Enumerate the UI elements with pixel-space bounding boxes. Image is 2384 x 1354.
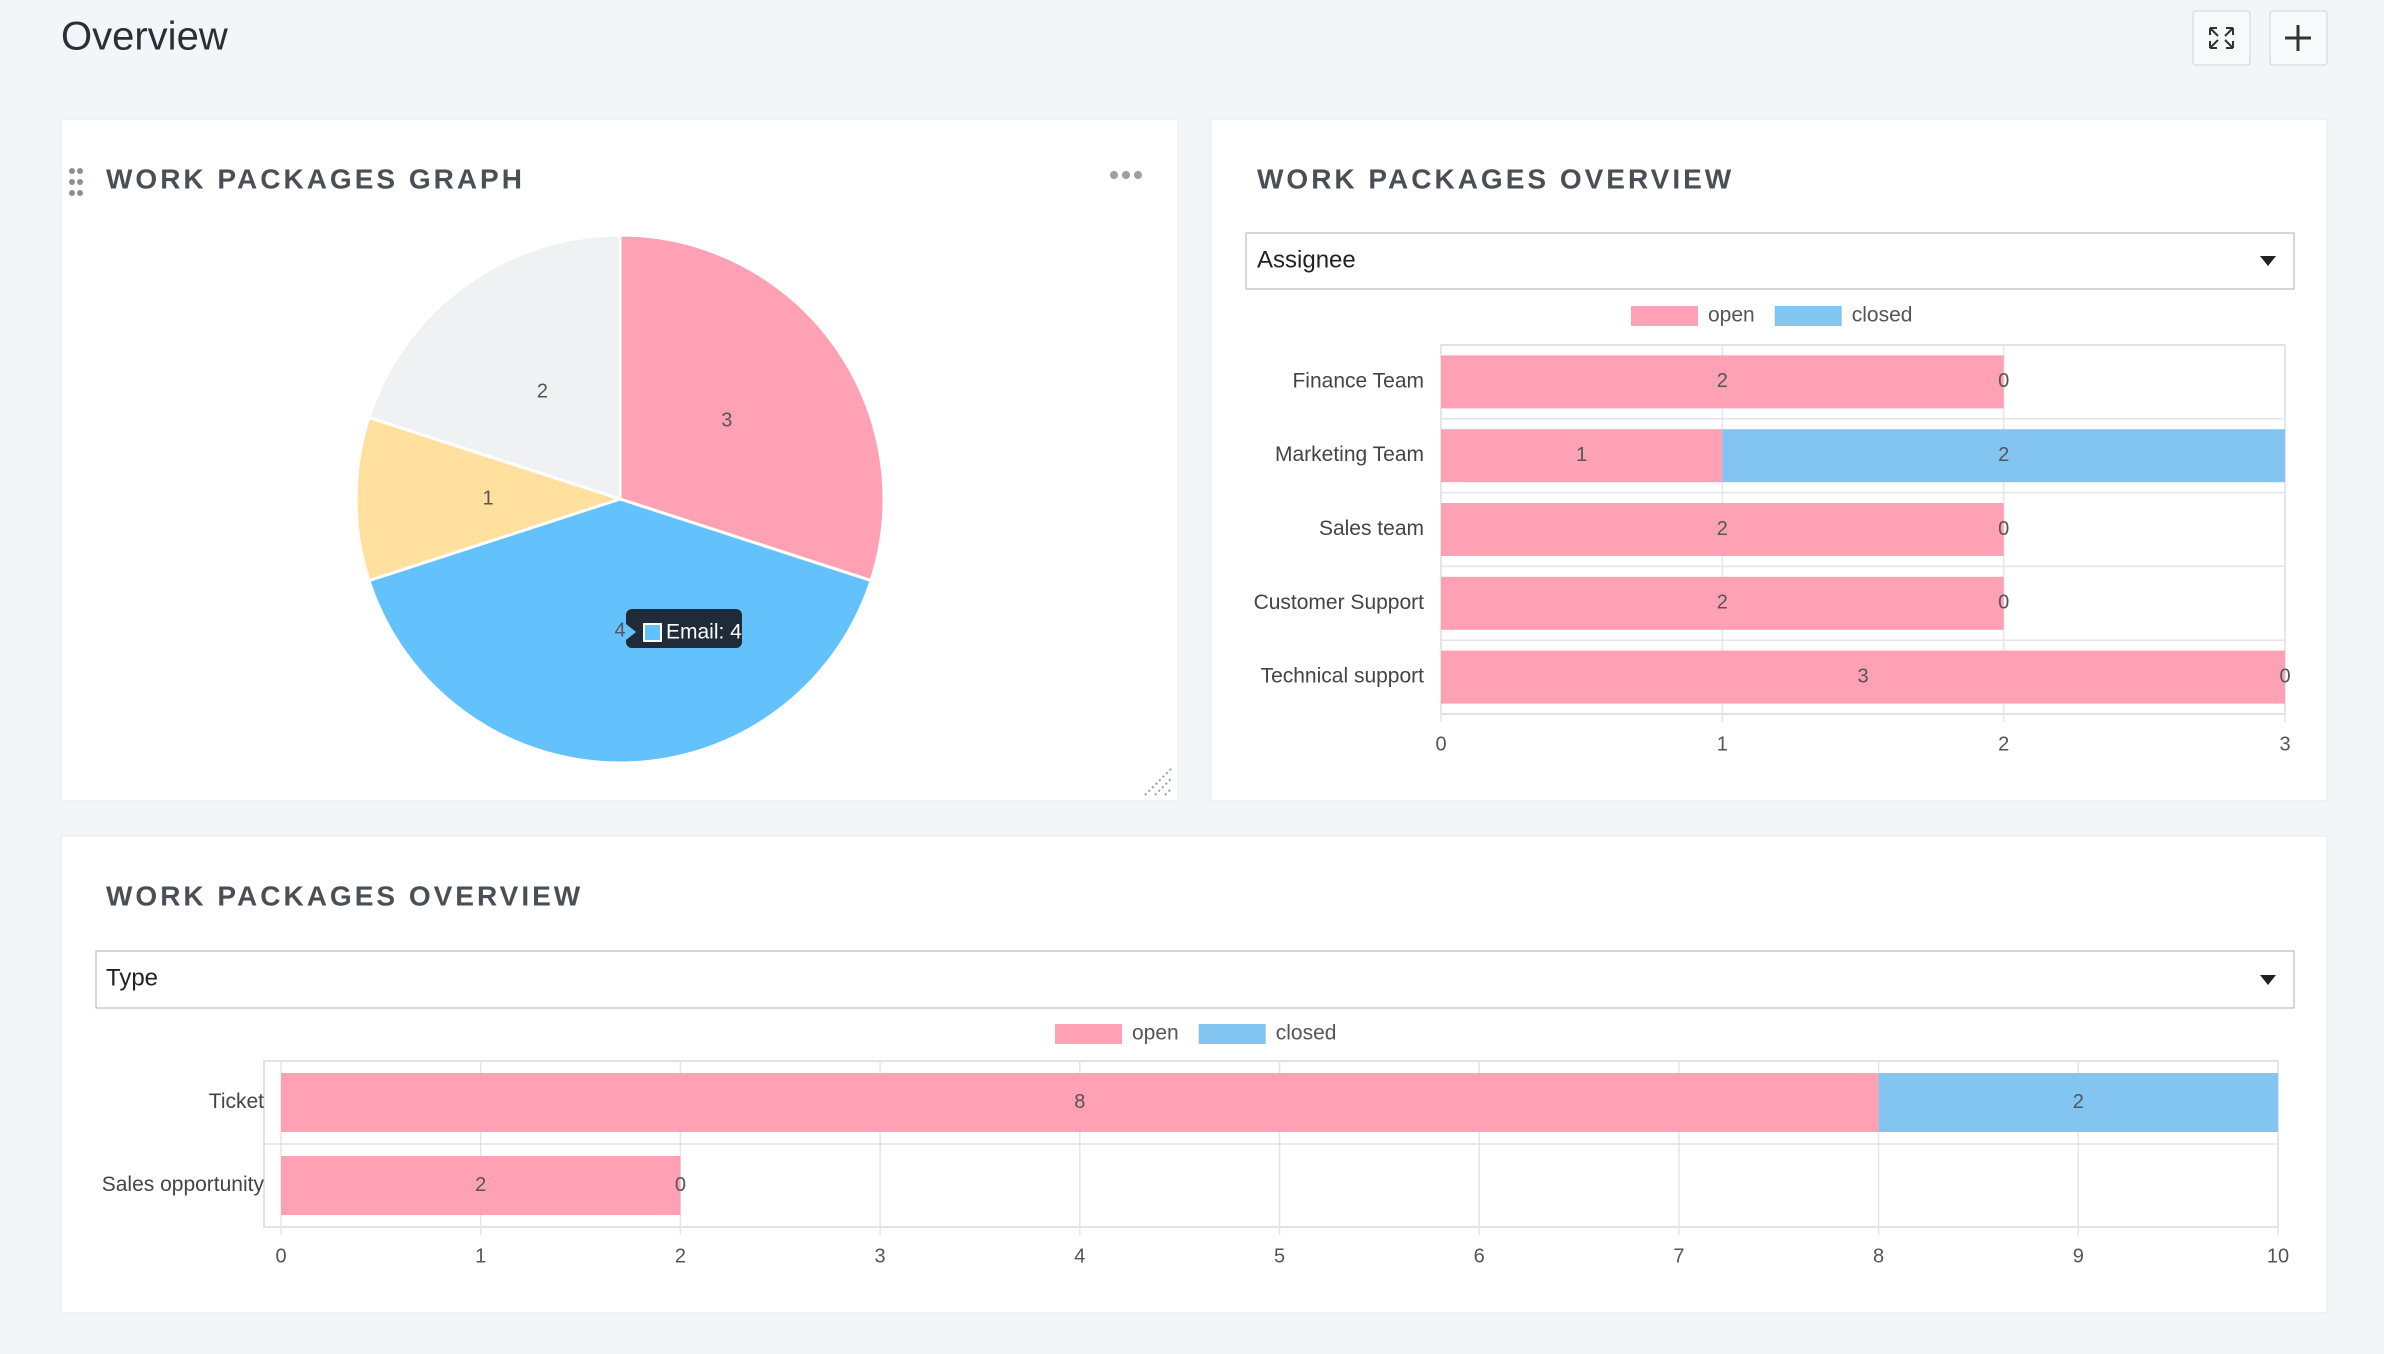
x-tick-label: 4	[1074, 1245, 1085, 1267]
pie-slice	[367, 497, 873, 765]
bar-segment	[1441, 650, 2285, 704]
legend-swatch	[1198, 1024, 1266, 1044]
resize-handle[interactable]	[1144, 767, 1173, 796]
select-value: Type	[106, 964, 158, 991]
widget-menu[interactable]	[1110, 171, 1142, 179]
bar-segment	[1441, 576, 2004, 630]
bar-value-label: 3	[1857, 665, 1868, 687]
pie-slice	[354, 415, 625, 583]
pie-slice	[618, 233, 886, 583]
x-tick-label: 3	[875, 1245, 886, 1267]
pie-slice	[367, 233, 622, 502]
bar-value-label: 2	[1717, 518, 1728, 540]
bar-value-label: 2	[2073, 1091, 2084, 1113]
x-tick-label: 1	[475, 1245, 486, 1267]
bar-segment	[1441, 355, 2004, 409]
slice-label: 3	[721, 410, 732, 432]
x-tick-label: 5	[1274, 1245, 1285, 1267]
tooltip-text: Email: 4	[666, 621, 742, 644]
group-by-select[interactable]: Type	[95, 950, 2295, 1009]
slice-label: 2	[537, 380, 548, 402]
category-label: Sales team	[1319, 517, 1424, 540]
category-label: Finance Team	[1292, 369, 1424, 392]
bar-segment	[1441, 503, 2004, 556]
x-tick-label: 2	[675, 1245, 686, 1267]
bar-value-label: 0	[1998, 592, 2009, 614]
x-tick-label: 2	[1998, 733, 2009, 755]
category-label: Customer Support	[1254, 591, 1425, 614]
bar-segment	[1722, 429, 2285, 483]
bar-value-label: 0	[1998, 370, 2009, 392]
bar-value-label: 2	[1717, 592, 1728, 614]
category-label: Ticket	[209, 1090, 264, 1113]
tooltip-swatch	[643, 623, 662, 642]
group-by-select[interactable]: Assignee	[1245, 232, 2295, 290]
x-tick-label: 1	[1717, 733, 1728, 755]
x-tick-label: 7	[1673, 1245, 1684, 1267]
x-tick-label: 0	[275, 1245, 286, 1267]
drag-handle[interactable]	[69, 168, 83, 196]
slice-label: 4	[614, 619, 625, 641]
legend-label: open	[1132, 1022, 1179, 1045]
bar-segment	[281, 1073, 1879, 1132]
category-label: Sales opportunity	[102, 1173, 265, 1196]
widget-title: WORK PACKAGES GRAPH	[106, 163, 525, 194]
legend-swatch	[1631, 306, 1698, 326]
legend-label: closed	[1852, 304, 1913, 327]
add-button[interactable]	[2269, 10, 2328, 66]
legend-swatch	[1055, 1024, 1122, 1044]
legend-label: open	[1708, 304, 1755, 327]
slice-label: 1	[482, 487, 493, 509]
legend-swatch	[1774, 306, 1842, 326]
widget-title: WORK PACKAGES OVERVIEW	[1257, 163, 1734, 194]
bar-value-label: 2	[1717, 370, 1728, 392]
bar-segment	[281, 1156, 681, 1215]
bar-segment	[1878, 1073, 2278, 1132]
category-label: Technical support	[1261, 665, 1425, 688]
category-label: Marketing Team	[1275, 443, 1424, 466]
x-tick-label: 8	[1873, 1245, 1884, 1267]
fullscreen-button[interactable]	[2192, 10, 2251, 66]
bar-value-label: 0	[675, 1174, 686, 1196]
legend-label: closed	[1276, 1022, 1337, 1045]
widget-title: WORK PACKAGES OVERVIEW	[106, 880, 583, 911]
x-tick-label: 9	[2073, 1245, 2084, 1267]
bar-value-label: 2	[475, 1174, 486, 1196]
bar-value-label: 1	[1576, 444, 1587, 466]
page-title: Overview	[61, 15, 228, 59]
select-value: Assignee	[1257, 246, 1356, 273]
x-tick-label: 3	[2279, 733, 2290, 755]
bar-value-label: 8	[1074, 1091, 1085, 1113]
x-tick-label: 6	[1474, 1245, 1485, 1267]
bar-value-label: 0	[2279, 665, 2290, 687]
x-tick-label: 0	[1435, 733, 1446, 755]
x-tick-label: 10	[2267, 1245, 2289, 1267]
bar-segment	[1441, 429, 1723, 483]
bar-value-label: 0	[1998, 518, 2009, 540]
bar-value-label: 2	[1998, 444, 2009, 466]
